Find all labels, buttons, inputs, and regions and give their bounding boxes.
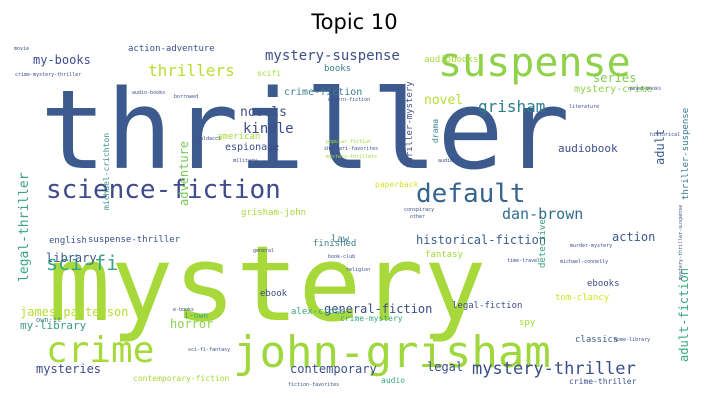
word-novel: novel: [424, 93, 463, 108]
word-mystery-suspense: mystery-suspense: [265, 48, 400, 64]
word-other: other: [410, 214, 425, 220]
word-alex-cross: alex-cross: [291, 307, 345, 317]
word-my-books: my-books: [33, 53, 91, 67]
word-ebooks: ebooks: [587, 279, 620, 289]
word-home-library: home-library: [614, 337, 650, 343]
word-tom-clancy: tom-clancy: [555, 293, 610, 303]
word-classics: classics: [575, 335, 618, 345]
word-thriller-mystery: thriller-mystery: [405, 81, 415, 168]
word-fiction-favorites: fiction-favorites: [288, 382, 339, 388]
word-popular-fiction: popular-fiction: [326, 139, 371, 145]
word-michael-crichton: michael-crichton: [102, 133, 111, 210]
word-drama: drama: [431, 119, 440, 143]
word-baldacci: baldacci: [197, 136, 221, 142]
word-books: books: [324, 64, 351, 74]
word-library: library: [46, 251, 97, 265]
word-action: action: [612, 230, 655, 244]
word-thrillers: thrillers: [148, 61, 235, 80]
word-my-library: my-library: [20, 319, 87, 332]
word-conspiracy: conspiracy: [404, 207, 434, 213]
word-science-fiction: science-fiction: [46, 175, 281, 205]
word-mystery-thrillers: mystery-thrillers: [326, 154, 377, 160]
word-crime: crime: [46, 330, 154, 371]
word-thriller: thriller: [40, 66, 570, 194]
word-time-travel: time-travel: [507, 258, 540, 264]
word-audio-books: audio-books: [132, 90, 165, 96]
word-e-books: e-books: [173, 307, 194, 313]
word-audiobook: audiobook: [558, 142, 618, 155]
word-modern-fiction: modern-fiction: [328, 97, 370, 103]
word-adult: adult: [653, 129, 667, 165]
word-mystery-thriller-suspense: mystery-thriller-suspense: [678, 205, 684, 280]
word-sci-fi: sci-fi: [46, 251, 118, 275]
word-adult-fiction: adult-fiction: [677, 268, 691, 362]
word-michael-connelly: michael-connelly: [560, 259, 608, 265]
word-book-club: book-club: [328, 254, 355, 260]
word-religion: religion: [346, 267, 370, 273]
word-action-adventure: action-adventure: [128, 44, 215, 54]
word-literature: literature: [569, 104, 599, 110]
word-crime-mystery-thriller: crime-mystery-thriller: [15, 72, 81, 78]
word-sci-fi-fantasy: sci-fi-fantasy: [188, 347, 230, 353]
word-series: series: [593, 71, 636, 85]
word-legal: legal: [427, 360, 463, 374]
word-contemporary-fiction: contemporary-fiction: [133, 374, 230, 383]
word-spy: spy: [519, 318, 536, 328]
word-horror: horror: [170, 317, 213, 331]
word-american: american: [217, 132, 260, 142]
word-mystery-crime: mystery-crime: [574, 84, 652, 95]
word-own-it: own-it: [36, 316, 61, 324]
word-audiobooks: audiobooks: [424, 55, 478, 65]
plot-title: Topic 10: [311, 10, 398, 34]
word-owned-books: owned-books: [628, 86, 661, 92]
word-john-grisham: john-grisham: [233, 327, 551, 378]
word-dan-brown: dan-brown: [502, 205, 583, 223]
word-mystery-thriller: mystery-thriller: [472, 359, 636, 379]
word-mystery: mystery: [48, 223, 486, 345]
word-shelfari-favorites: shelfari-favorites: [324, 146, 378, 152]
word-audio: audio: [381, 376, 405, 385]
word-paperback: paperback: [375, 180, 419, 189]
word-detective: detective: [538, 219, 548, 268]
word-default: default: [416, 179, 526, 209]
word-suspense: suspense: [438, 40, 631, 86]
word-adventure: adventure: [177, 141, 191, 206]
word-suspense-thriller: suspense-thriller: [88, 235, 181, 245]
word-historical: historical: [650, 132, 680, 138]
word-english: english: [49, 236, 87, 246]
word-crime-mystery: crime-mystery: [340, 314, 403, 323]
word-james-patterson: james-patterson: [20, 305, 128, 319]
word-murder-mystery: murder-mystery: [570, 243, 612, 249]
word-audible: audible: [438, 158, 459, 164]
word-historical-fiction: historical-fiction: [416, 233, 546, 247]
word-grisham: grisham: [478, 97, 545, 116]
word-ebook: ebook: [260, 289, 288, 299]
word-general-fiction: general-fiction: [324, 302, 432, 316]
word-crime-thriller: crime-thriller: [569, 377, 637, 386]
word-legal-fiction: legal-fiction: [452, 301, 522, 311]
word-movie: movie: [14, 46, 29, 52]
word-law: law: [331, 234, 350, 245]
word-fantasy: fantasy: [425, 250, 464, 260]
word-borrowed: borrowed: [174, 94, 198, 100]
word-legal-thriller: legal-thriller: [17, 172, 32, 282]
word-finished: finished: [313, 239, 356, 249]
word-i-own: i-own: [184, 311, 208, 320]
word-scifi: scifi: [257, 69, 281, 78]
word-espionage: espionage: [225, 142, 279, 153]
word-grisham-john: grisham-john: [241, 208, 306, 218]
word-thriller-suspense: thriller-suspense: [681, 108, 691, 200]
word-mysteries: mysteries: [36, 362, 101, 376]
word-kindle: kindle: [243, 121, 294, 137]
word-military: military: [233, 158, 257, 164]
word-novels: novels: [240, 105, 287, 120]
word-crime-fiction: crime-fiction: [284, 87, 362, 98]
word-general: general: [253, 248, 274, 254]
word-contemporary: contemporary: [290, 362, 377, 376]
